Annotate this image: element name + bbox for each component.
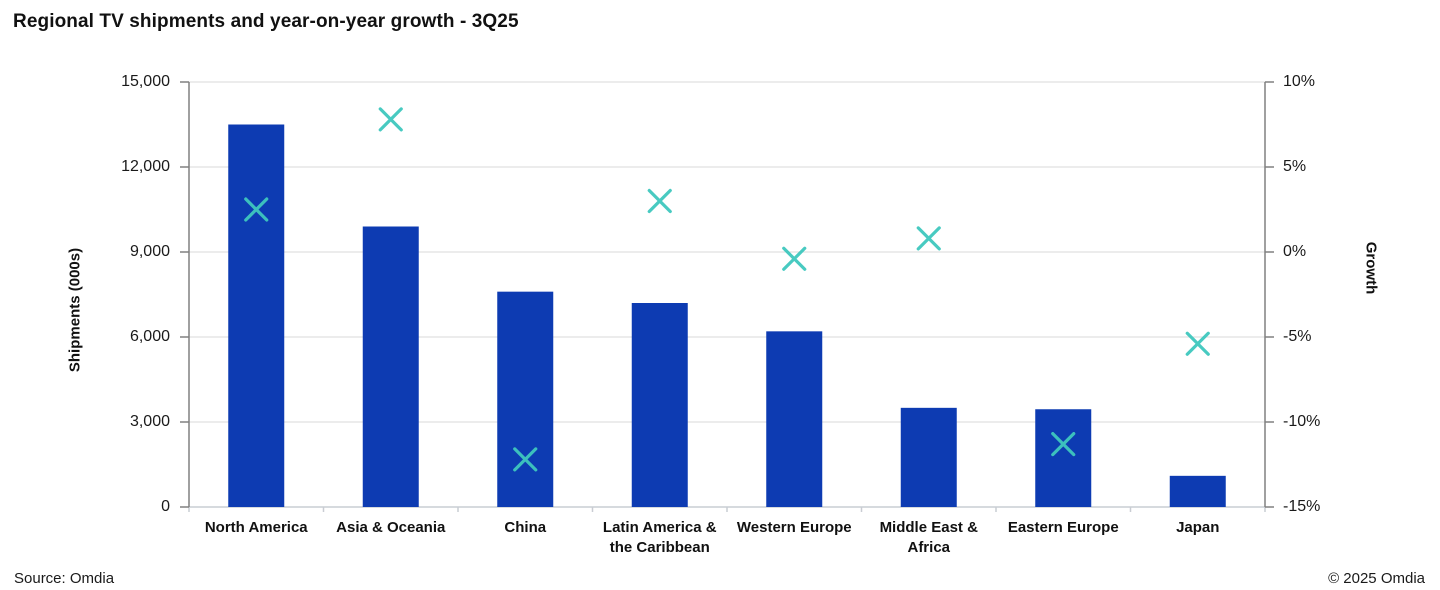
- right-axis-tick-label: 10%: [1283, 73, 1316, 90]
- shipments-bar: [900, 407, 957, 507]
- shipments-bar: [631, 303, 688, 507]
- right-axis-tick-label: 5%: [1283, 158, 1307, 175]
- left-axis-tick-label: 9,000: [129, 243, 170, 260]
- category-label: Eastern Europe: [1007, 519, 1119, 536]
- category-label: Western Europe: [736, 519, 852, 536]
- shipments-bar: [228, 124, 285, 507]
- growth-x-marker: [1051, 432, 1076, 457]
- growth-x-marker: [1185, 331, 1210, 356]
- growth-x-marker: [647, 188, 672, 214]
- category-label: China: [504, 519, 547, 536]
- right-axis-tick-label: -10%: [1283, 413, 1321, 430]
- category-label: Japan: [1176, 519, 1220, 536]
- left-axis-tick-label: 12,000: [121, 158, 170, 175]
- category-label: North America: [204, 519, 308, 536]
- growth-x-marker: [916, 226, 941, 251]
- right-axis-tick-label: 0%: [1283, 243, 1307, 260]
- chart-title: Regional TV shipments and year-on-year g…: [13, 11, 519, 32]
- right-axis-tick-label: -15%: [1283, 498, 1321, 515]
- shipments-bar: [1169, 475, 1226, 507]
- plot-area: [180, 81, 1274, 512]
- growth-x-marker: [378, 107, 403, 132]
- source-note: Source: Omdia: [14, 570, 115, 587]
- left-axis-tick-label: 15,000: [121, 73, 170, 90]
- growth-x-marker: [244, 197, 269, 222]
- growth-x-marker: [513, 447, 538, 472]
- right-axis-title: Growth: [1362, 241, 1380, 295]
- category-label: Middle East & Africa: [879, 519, 978, 556]
- shipments-bar: [1035, 409, 1092, 507]
- category-label: Latin America & the Caribbean: [602, 519, 717, 556]
- right-axis-tick-label: -5%: [1283, 328, 1312, 345]
- category-label: Asia & Oceania: [336, 519, 446, 536]
- growth-x-marker: [782, 246, 807, 271]
- copyright-note: © 2025 Omdia: [1328, 570, 1425, 587]
- left-axis-title: Shipments (000s): [66, 247, 84, 373]
- left-axis-tick-label: 0: [161, 498, 170, 515]
- shipments-bar: [497, 291, 554, 507]
- shipments-bar: [362, 226, 419, 507]
- shipments-bar: [766, 331, 823, 507]
- left-axis-tick-label: 6,000: [129, 328, 170, 345]
- left-axis-tick-label: 3,000: [129, 413, 170, 430]
